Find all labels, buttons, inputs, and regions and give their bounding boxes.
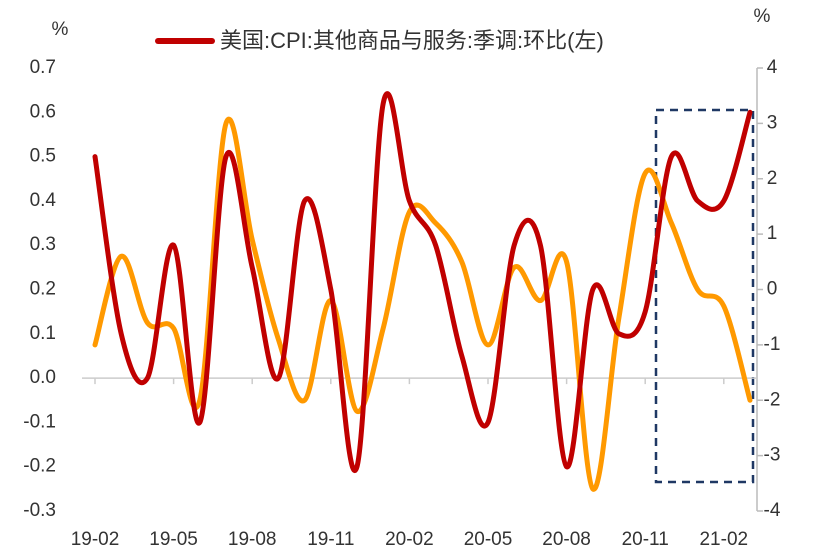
y-tick-label: 0.4 xyxy=(30,190,57,211)
x-tick-label: 19-11 xyxy=(307,529,354,550)
line-series xyxy=(92,117,753,492)
x-tick-label: 20-08 xyxy=(542,529,591,550)
y2-tick-label: -1 xyxy=(764,334,781,355)
y-tick-label: 0.3 xyxy=(30,234,56,255)
y2-tick-label: 4 xyxy=(767,57,778,78)
x-tick-label: 19-08 xyxy=(228,529,277,550)
y2-tick-label: -2 xyxy=(764,389,781,410)
y-tick-label: 0.7 xyxy=(30,57,56,78)
x-tick-label: 21-02 xyxy=(699,529,748,550)
x-tick-label: 19-02 xyxy=(71,529,120,550)
y2-tick-label: -3 xyxy=(764,445,781,466)
y-axis-label: % xyxy=(52,19,69,40)
line-series xyxy=(92,91,753,473)
y2-axis-label: % xyxy=(754,6,771,27)
y-tick-label: -0.1 xyxy=(23,411,56,432)
y-tick-label: 0.0 xyxy=(30,367,56,388)
y-tick-label: -0.3 xyxy=(23,500,56,521)
y2-tick-label: 0 xyxy=(767,279,778,300)
legend-label: 美国:CPI:其他商品与服务:季调:环比(左) xyxy=(220,28,604,53)
y-tick-label: -0.2 xyxy=(23,456,56,477)
y2-tick-label: 2 xyxy=(767,168,778,189)
x-tick-label: 20-02 xyxy=(385,529,434,550)
x-tick-label: 20-11 xyxy=(622,529,669,550)
y2-tick-label: 3 xyxy=(767,112,778,133)
y-tick-label: 0.5 xyxy=(30,146,56,167)
y2-tick-label: 1 xyxy=(767,223,778,244)
y2-tick-label: -4 xyxy=(764,500,781,521)
y-tick-label: 0.6 xyxy=(30,101,56,122)
x-tick-label: 19-05 xyxy=(149,529,198,550)
highlight-box xyxy=(654,108,755,484)
y-tick-label: 0.2 xyxy=(30,279,56,300)
y-tick-label: 0.1 xyxy=(30,323,56,344)
x-tick-label: 20-05 xyxy=(464,529,513,550)
